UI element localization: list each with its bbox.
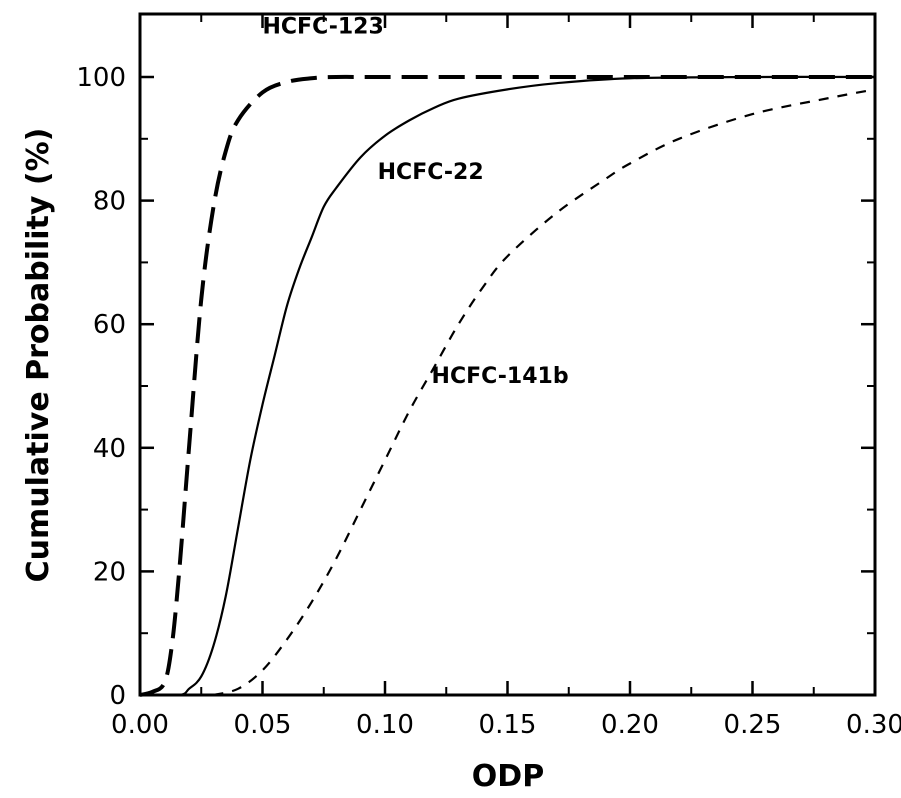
data-series — [139, 74, 876, 697]
x-tick-label: 0.00 — [111, 710, 169, 740]
x-axis-label: ODP — [472, 759, 544, 794]
y-tick-label: 40 — [93, 434, 126, 464]
y-tick-label: 60 — [93, 310, 126, 340]
axis-tick-labels: 0.00 0.05 0.10 0.15 0.20 0.25 0.30 0 20 40 60 80 100 — [76, 63, 901, 740]
series-annotations: HCFC-123 HCFC-22 HCFC-141b — [263, 15, 569, 389]
series-line-hcfc-141b — [213, 88, 876, 697]
x-tick-label: 0.05 — [234, 710, 292, 740]
series-line-hcfc-22 — [139, 75, 876, 697]
series-label-hcfc-141b: HCFC-141b — [432, 364, 569, 389]
x-tick-label: 0.25 — [724, 710, 782, 740]
x-tick-label: 0.30 — [846, 710, 901, 740]
x-tick-label: 0.20 — [601, 710, 659, 740]
y-tick-label: 0 — [109, 681, 126, 711]
series-label-hcfc-22: HCFC-22 — [378, 160, 484, 185]
y-tick-label: 80 — [93, 187, 126, 217]
y-tick-label: 100 — [76, 63, 126, 93]
y-axis-label: Cumulative Probability (%) — [21, 128, 56, 583]
series-label-hcfc-123: HCFC-123 — [263, 15, 384, 40]
x-tick-label: 0.15 — [479, 710, 537, 740]
y-tick-label: 20 — [93, 557, 126, 587]
series-line-hcfc-123 — [139, 74, 875, 697]
axis-ticks — [138, 14, 877, 697]
x-tick-label: 0.10 — [356, 710, 414, 740]
plot-frame — [138, 12, 877, 697]
